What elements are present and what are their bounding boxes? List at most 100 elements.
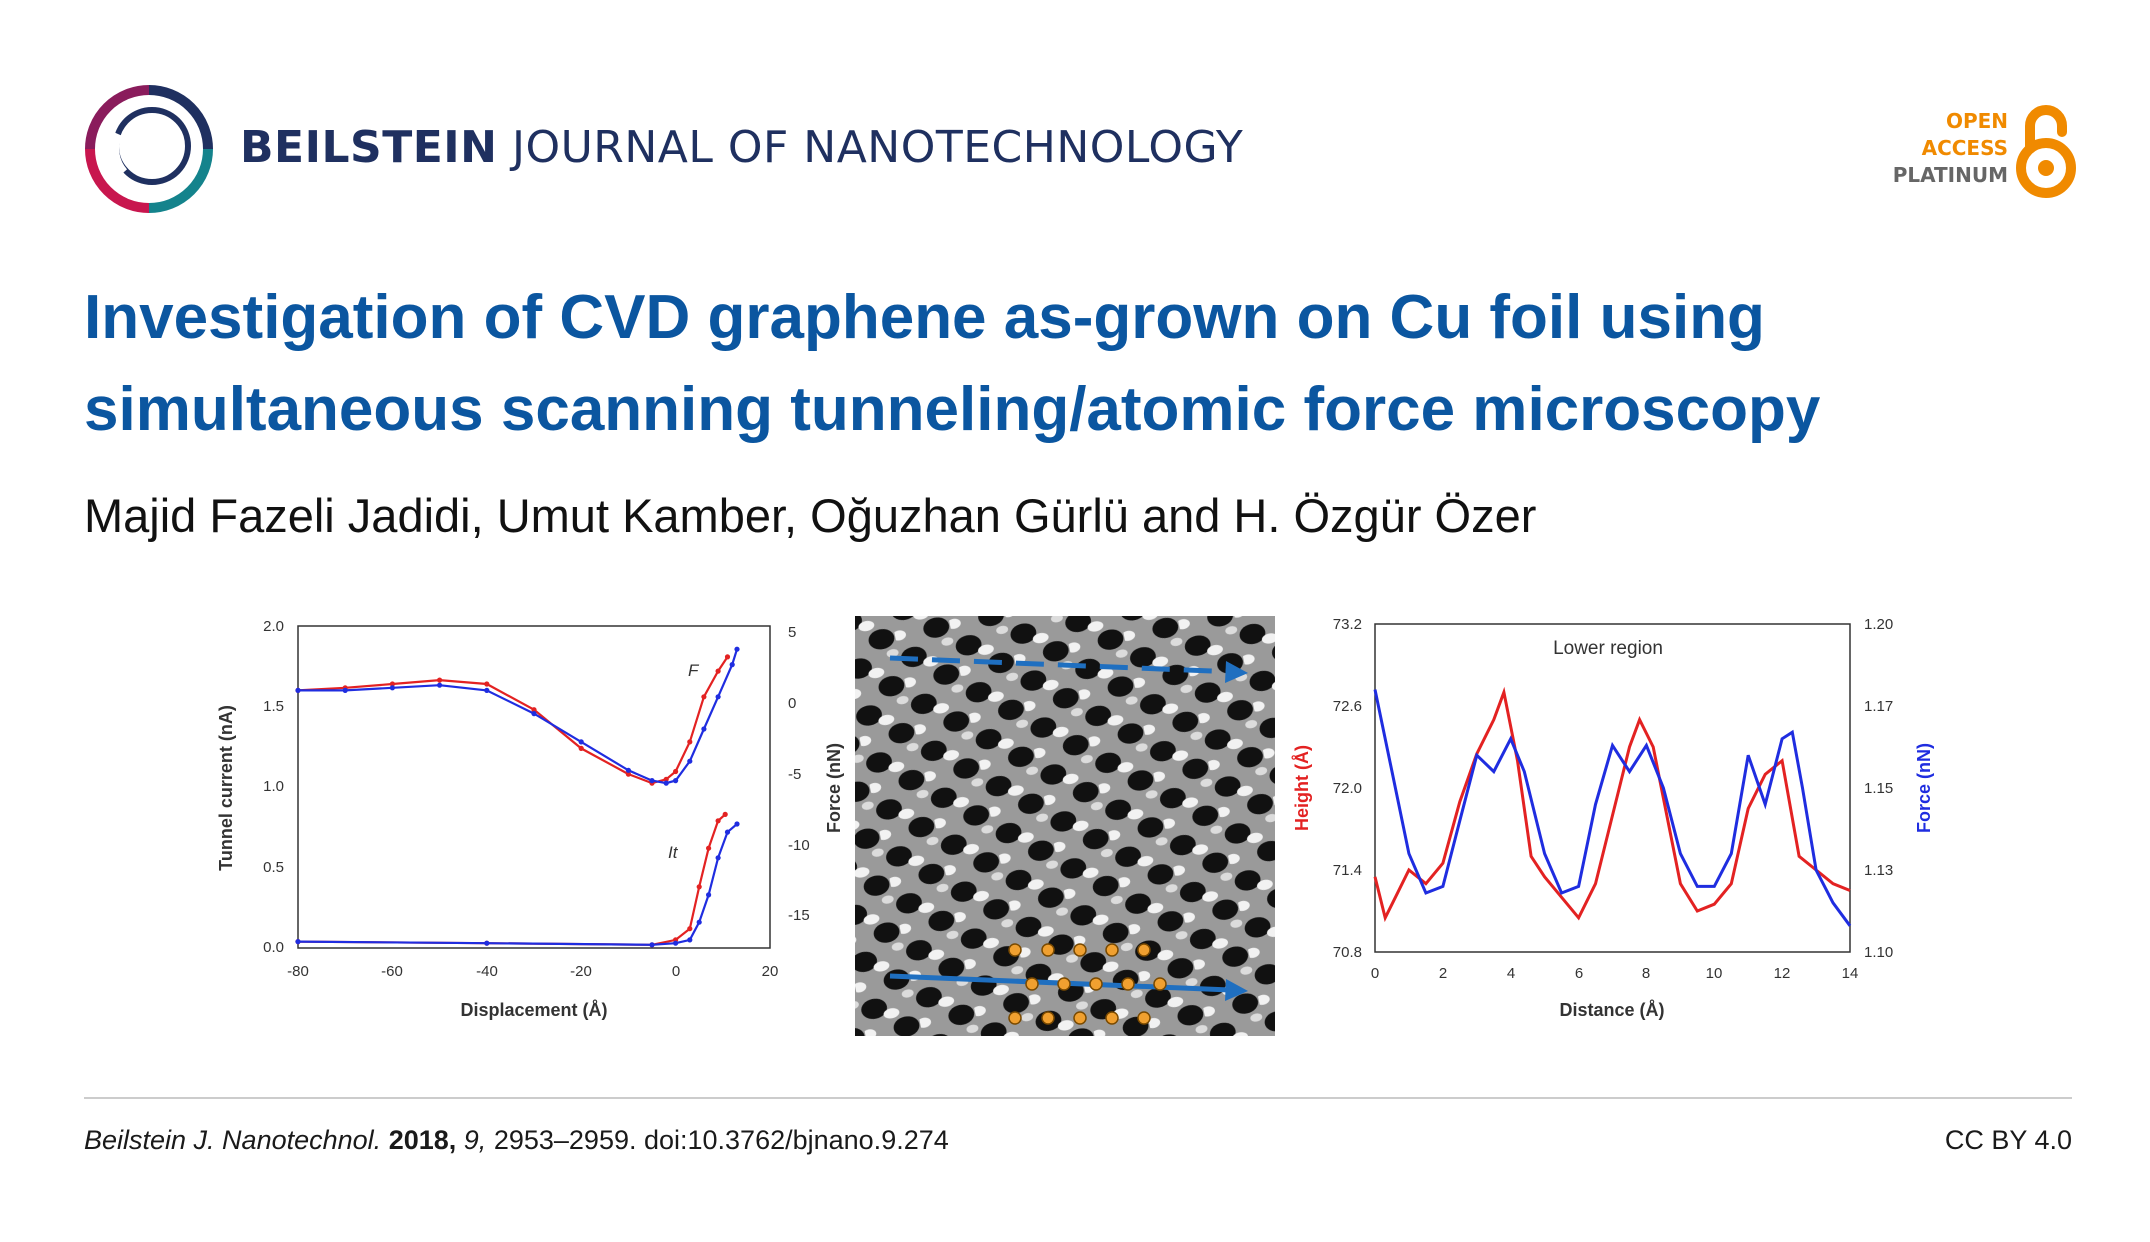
chart2-y2-tick-labels: 1.10 1.13 1.15 1.17 1.20 xyxy=(1864,616,1893,961)
series-line-blue-3 xyxy=(297,823,738,946)
chart1-y2tick: 5 xyxy=(788,624,796,641)
article-authors: Majid Fazeli Jadidi, Umut Kamber, Oğuzha… xyxy=(84,489,1537,542)
chart2-x-tick-labels: 0 2 4 6 8 10 12 14 xyxy=(1371,965,1859,982)
data-point-blue xyxy=(484,940,490,946)
atom-marker xyxy=(1025,977,1039,991)
data-point-blue xyxy=(696,919,702,925)
data-point-blue xyxy=(342,687,348,693)
license: CC BY 4.0 xyxy=(1944,1125,2072,1155)
data-point-blue xyxy=(687,937,693,943)
chart2-ytick: 72.0 xyxy=(1333,780,1362,797)
chart2-xtick: 14 xyxy=(1842,965,1859,982)
data-point-blue xyxy=(437,682,443,688)
chart1-y2tick: -5 xyxy=(788,766,801,783)
afm-scan-arrow-dashed-head xyxy=(1225,661,1248,683)
chart2-y2tick: 1.10 xyxy=(1864,944,1893,961)
chart2-xtick: 10 xyxy=(1706,965,1723,982)
atom-marker xyxy=(1041,1011,1055,1025)
journal-logo-icon xyxy=(85,85,213,213)
chart1-y2tick: 0 xyxy=(788,695,796,712)
data-point-blue xyxy=(715,694,721,700)
data-point-red xyxy=(715,668,721,674)
chart2-ytick: 71.4 xyxy=(1333,862,1362,879)
data-point-blue xyxy=(295,687,301,693)
citation: Beilstein J. Nanotechnol. 2018, 9, 2953–… xyxy=(84,1118,949,1162)
chart1-y2tick: -15 xyxy=(788,907,810,924)
open-access-text: OPEN ACCESS PLATINUM xyxy=(1893,108,2008,189)
chart1-ytick: 2.0 xyxy=(263,618,284,635)
journal-name-light: JOURNAL OF NANOTECHNOLOGY xyxy=(511,122,1244,173)
data-point-blue xyxy=(734,821,740,827)
data-point-blue xyxy=(706,892,712,898)
chart1-xlabel: Displacement (Å) xyxy=(460,1000,607,1020)
citation-year: 2018, xyxy=(388,1125,457,1155)
badge-line-access: ACCESS xyxy=(1921,136,2008,160)
data-point-red xyxy=(625,771,631,777)
chart2-y2tick: 1.15 xyxy=(1864,780,1893,797)
atom-marker xyxy=(1105,1011,1119,1025)
atom-markers xyxy=(1008,943,1167,1025)
citation-volume: 9, xyxy=(463,1125,487,1155)
chart1-plot-frame xyxy=(297,625,771,949)
series-line-blue-1 xyxy=(298,648,739,785)
afm-scan-line-dashed xyxy=(889,655,1236,675)
journal-name: BEILSTEIN JOURNAL OF NANOTECHNOLOGY xyxy=(240,118,1243,178)
data-point-red xyxy=(696,884,702,890)
citation-journal: Beilstein J. Nanotechnol. xyxy=(84,1125,382,1155)
chart1-xtick: -60 xyxy=(381,963,403,980)
citation-footer: Beilstein J. Nanotechnol. 2018, 9, 2953–… xyxy=(84,1118,2072,1162)
series-line-blue-1 xyxy=(1373,689,1852,927)
chart2-xtick: 0 xyxy=(1371,965,1379,982)
chart2-y2tick: 1.13 xyxy=(1864,862,1893,879)
data-point-blue xyxy=(295,939,301,945)
data-point-blue xyxy=(701,726,707,732)
data-point-blue xyxy=(715,855,721,861)
data-point-blue xyxy=(729,662,735,668)
atom-marker xyxy=(1008,1011,1022,1025)
badge-line-open: OPEN xyxy=(1945,109,2008,133)
chart1-xtick: -40 xyxy=(476,963,498,980)
chart2-ytick: 72.6 xyxy=(1333,698,1362,715)
chart2-xtick: 12 xyxy=(1774,965,1791,982)
afm-scan-arrow-solid-head xyxy=(1225,979,1248,1001)
chart2-plot-frame xyxy=(1374,623,1851,953)
chart2-ylabel: Height (Å) xyxy=(1292,745,1312,831)
atom-marker xyxy=(1057,977,1071,991)
graphical-abstract: 0.0 0.5 1.0 1.5 2.0 -15 -10 -5 0 5 -80 -… xyxy=(216,616,1934,1036)
chart2-annotation: Lower region xyxy=(1553,638,1663,659)
footer-divider xyxy=(84,1097,2072,1099)
data-point-red xyxy=(701,694,707,700)
chart1-ytick: 1.5 xyxy=(263,698,284,715)
chart2-y2tick: 1.17 xyxy=(1864,698,1893,715)
chart1-ytick: 1.0 xyxy=(263,778,284,795)
chart2-y2label: Force (nN) xyxy=(1914,743,1934,833)
open-access-badge: OPEN ACCESS PLATINUM xyxy=(1856,102,2076,202)
article-title: Investigation of CVD graphene as-grown o… xyxy=(84,283,1821,444)
data-point-red xyxy=(437,677,443,683)
atom-marker xyxy=(1008,943,1022,957)
data-point-red xyxy=(484,681,490,687)
data-point-red xyxy=(687,739,693,745)
atom-marker xyxy=(1121,977,1135,991)
data-point-blue xyxy=(649,778,655,784)
data-point-blue xyxy=(673,940,679,946)
citation-pages-doi: 2953–2959. doi:10.3762/bjnano.9.274 xyxy=(493,1125,949,1155)
chart-current-force: 0.0 0.5 1.0 1.5 2.0 -15 -10 -5 0 5 -80 -… xyxy=(216,618,844,1020)
chart2-xtick: 6 xyxy=(1575,965,1583,982)
chart1-xtick: -20 xyxy=(570,963,592,980)
data-point-blue xyxy=(625,767,631,773)
chart2-series-group xyxy=(1373,686,1852,927)
data-point-red xyxy=(722,811,728,817)
chart2-xtick: 4 xyxy=(1507,965,1515,982)
data-point-red xyxy=(687,926,693,932)
series-line-red-2 xyxy=(297,813,726,946)
data-point-red xyxy=(715,818,721,824)
chart1-y2label: Force (nN) xyxy=(824,743,844,833)
data-point-red xyxy=(389,681,395,687)
atom-marker xyxy=(1137,1011,1151,1025)
data-point-red xyxy=(663,776,669,782)
atom-marker xyxy=(1041,943,1055,957)
data-point-red xyxy=(706,845,712,851)
data-point-red xyxy=(531,707,537,713)
data-point-blue xyxy=(734,646,740,652)
